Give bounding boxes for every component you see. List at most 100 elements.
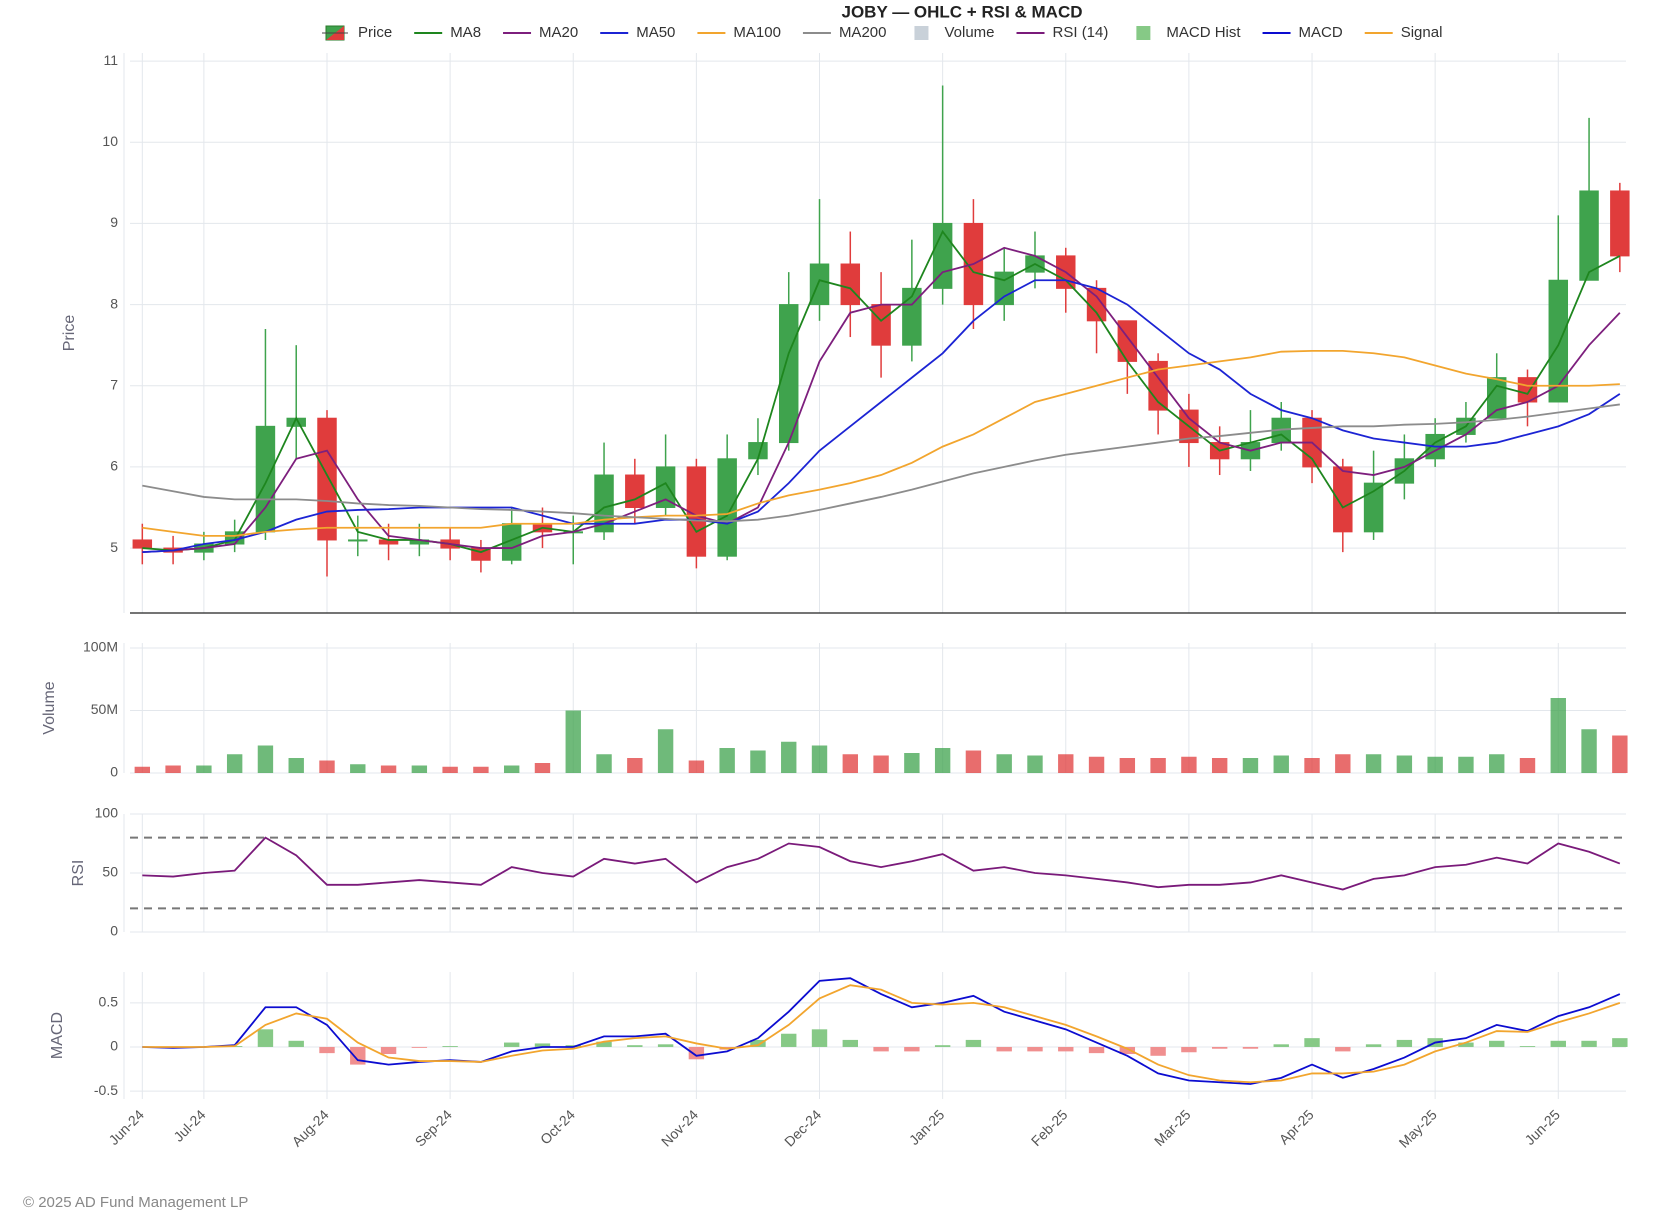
volume-bar xyxy=(196,765,212,773)
hist-bar xyxy=(996,1046,1012,1052)
hist-bar xyxy=(1612,1038,1628,1047)
series-line xyxy=(142,229,1621,554)
volume-bar xyxy=(1058,754,1074,773)
hist-bar xyxy=(811,1029,828,1047)
series-line xyxy=(142,977,1621,1085)
candle-body xyxy=(348,539,368,542)
y-tick-label: 9 xyxy=(110,214,118,230)
hist-bar xyxy=(1058,1046,1074,1052)
hist-bar xyxy=(534,1043,551,1047)
legend-label: RSI (14) xyxy=(1053,24,1109,41)
x-tick-label: Jul-24 xyxy=(170,1106,208,1144)
candle-body xyxy=(625,474,645,508)
y-tick-label: 11 xyxy=(103,52,118,68)
volume-bar xyxy=(134,766,151,773)
hist-bar xyxy=(1119,1046,1136,1055)
series-line xyxy=(142,279,1621,554)
volume-bar xyxy=(1304,758,1320,773)
volume-bar xyxy=(719,748,735,773)
hist-bar xyxy=(750,1039,766,1047)
y-axis-title: RSI xyxy=(70,860,87,887)
volume-bar xyxy=(565,710,581,773)
y-axis-title: Price xyxy=(61,315,78,352)
volume-bar xyxy=(596,754,612,773)
volume-bar xyxy=(1335,754,1351,773)
volume-bar xyxy=(688,760,705,773)
footer: © 2025 AD Fund Management LP xyxy=(23,1194,248,1211)
hist-bar xyxy=(1088,1046,1105,1054)
volume-bar xyxy=(1242,758,1259,773)
legend-label: MA50 xyxy=(636,24,675,41)
chart-title: JOBY — OHLC + RSI & MACD xyxy=(841,2,1082,21)
legend-label: Volume xyxy=(944,24,994,41)
x-tick-label: Nov-24 xyxy=(658,1106,701,1149)
legend-label: MA20 xyxy=(539,24,578,41)
candle-body xyxy=(317,417,337,541)
candle-body xyxy=(994,271,1014,306)
candle-body xyxy=(1117,320,1138,362)
candle-body xyxy=(132,539,153,549)
legend-swatch xyxy=(1136,26,1151,40)
series-line xyxy=(142,984,1621,1084)
volume-bar xyxy=(873,755,889,773)
volume-bar xyxy=(1581,729,1597,773)
hist-bar xyxy=(934,1045,951,1047)
y-tick-label: 6 xyxy=(110,458,118,474)
hist-bar xyxy=(596,1041,612,1047)
volume-bar xyxy=(257,745,274,773)
candle-body xyxy=(1548,279,1569,403)
volume-bar xyxy=(750,750,766,773)
hist-bar xyxy=(781,1033,797,1047)
volume-bar xyxy=(1027,755,1043,773)
hist-bar xyxy=(411,1046,428,1048)
candle-body xyxy=(1579,190,1599,281)
legend-label: MA8 xyxy=(450,24,481,41)
series-line xyxy=(142,836,1621,891)
candle-body xyxy=(1333,466,1353,533)
volume-bar xyxy=(842,754,858,773)
candle-body xyxy=(1486,377,1507,419)
y-tick-label: 0 xyxy=(110,764,118,780)
hist-bar xyxy=(1519,1046,1536,1047)
volume-bar xyxy=(1396,755,1413,773)
hist-bar xyxy=(1396,1039,1413,1047)
y-tick-label: 0 xyxy=(110,1038,118,1054)
y-tick-label: 0.5 xyxy=(99,994,119,1010)
y-axis-title: MACD xyxy=(49,1012,66,1059)
hist-bar xyxy=(442,1046,458,1047)
candle-body xyxy=(840,263,861,306)
legend-swatch xyxy=(914,26,929,40)
y-tick-label: 50M xyxy=(91,701,118,717)
volume-bar xyxy=(288,758,304,773)
hist-bar xyxy=(504,1042,520,1047)
candle-body xyxy=(717,458,737,557)
x-tick-label: Jun-25 xyxy=(1521,1106,1563,1148)
legend-label: MACD xyxy=(1299,24,1343,41)
candle-body xyxy=(1148,360,1168,411)
y-tick-label: 10 xyxy=(102,133,118,149)
volume-bar xyxy=(411,765,428,773)
candle-body xyxy=(809,263,830,306)
volume-bar xyxy=(226,754,243,773)
hist-bar xyxy=(1581,1040,1597,1047)
candle-body xyxy=(871,304,891,346)
y-axis-title: Volume xyxy=(41,681,58,734)
hist-bar xyxy=(965,1039,982,1047)
x-tick-label: Jun-24 xyxy=(105,1106,147,1148)
hist-bar xyxy=(1242,1046,1259,1049)
x-tick-label: Sep-24 xyxy=(412,1106,455,1149)
hist-bar xyxy=(842,1039,858,1047)
legend-label: MA200 xyxy=(839,24,887,41)
x-tick-label: Aug-24 xyxy=(288,1106,331,1149)
y-tick-label: 0 xyxy=(110,923,118,939)
volume-bar xyxy=(627,758,643,773)
volume-bar xyxy=(1519,758,1536,773)
y-tick-label: 5 xyxy=(110,539,118,555)
volume-bar xyxy=(1150,758,1166,773)
volume-bar xyxy=(1119,758,1136,773)
x-tick-label: Feb-25 xyxy=(1028,1106,1071,1149)
y-tick-label: 100M xyxy=(83,639,118,655)
legend-label: Signal xyxy=(1401,24,1443,41)
volume-bar xyxy=(1458,756,1474,773)
